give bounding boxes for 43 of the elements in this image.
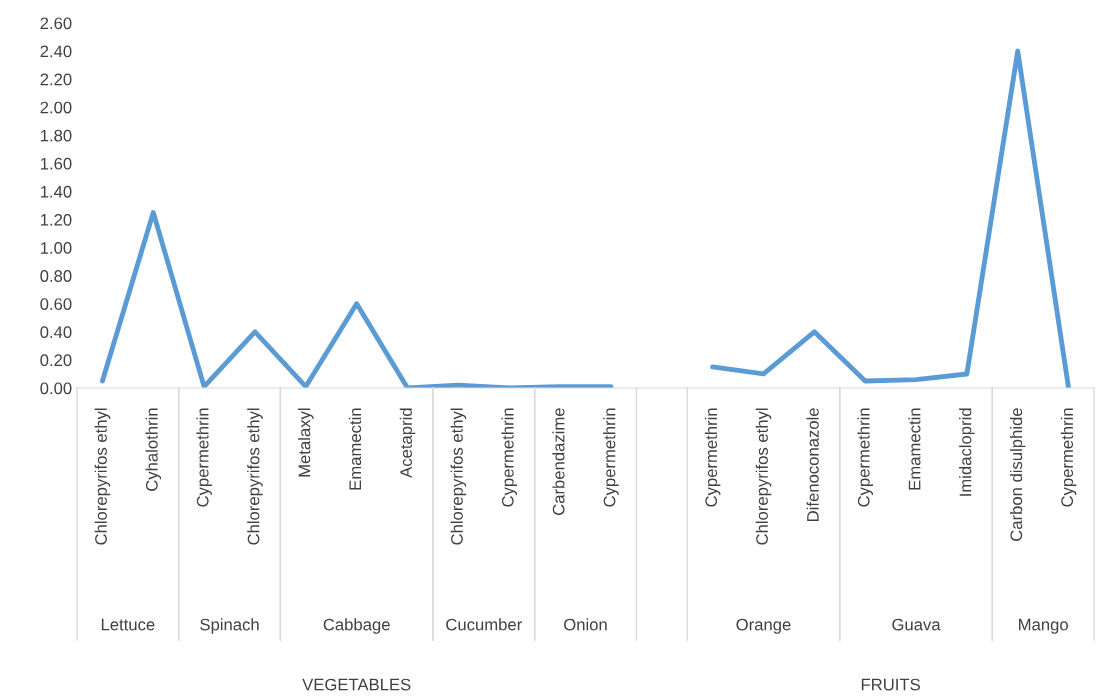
y-tick-label: 1.00 — [40, 242, 72, 254]
y-tick-label: 2.40 — [40, 45, 72, 58]
x-tick-label: Cypermethrin — [704, 408, 721, 507]
x-tick-label: Cypermethrin — [1060, 408, 1077, 507]
y-tick-label: 0.40 — [40, 326, 72, 339]
text: Guava — [892, 618, 941, 631]
x-tick-label: Carbon disulphide — [1009, 408, 1026, 541]
text: VEGETABLES — [302, 678, 411, 691]
x-tick-label: Cypermethrin — [603, 408, 619, 507]
text: Onion — [564, 618, 607, 631]
x-tick-label: Acetaprid — [399, 408, 416, 478]
x-tick-label: Cypermethrin — [501, 408, 517, 507]
text: Spinach — [200, 618, 259, 634]
x-tick-label: Cypermethrin — [196, 408, 212, 507]
x-tick-label: Carbendazime — [552, 408, 565, 515]
y-tick-label: 0.00 — [40, 382, 72, 395]
y-tick-label: 1.80 — [40, 129, 72, 142]
x-tick-label: Emamectin — [908, 408, 921, 490]
x-tick-label: Chlorepyrifos ethyl — [94, 408, 111, 545]
y-tick-label: 0.20 — [40, 354, 72, 367]
x-tick-label: Chlorepyrifos ethyl — [755, 408, 772, 545]
y-tick-label: 2.60 — [40, 17, 72, 30]
x-tick-label: Difenoconazole — [806, 408, 819, 521]
x-tick-label: Emamectin — [348, 408, 362, 490]
x-tick-label: Chlorepyrifos ethyl — [247, 408, 263, 545]
x-tick-label: Chlorepyrifos ethyl — [450, 408, 467, 545]
x-tick-label: Metalaxyl — [298, 408, 314, 477]
x-tick-label: Imidacloprid — [959, 408, 975, 496]
y-tick-label: 0.60 — [40, 298, 72, 310]
x-tick-label: Cyhalothrin — [145, 408, 162, 491]
text: Lettuce — [101, 618, 155, 631]
text: FRUITS — [861, 678, 920, 691]
y-tick-label: 2.00 — [40, 101, 72, 114]
y-tick-label: 1.60 — [40, 157, 72, 170]
x-tick-label: Cypermethrin — [857, 408, 873, 507]
text: Orange — [736, 618, 791, 634]
text: Mango — [1019, 618, 1068, 634]
text: Cabbage — [323, 618, 390, 634]
text: Cucumber — [446, 618, 522, 631]
y-tick-label: 0.80 — [40, 270, 72, 282]
y-tick-label: 1.40 — [40, 185, 72, 198]
y-tick-label: 2.20 — [40, 73, 72, 86]
y-tick-label: 1.20 — [40, 213, 72, 226]
